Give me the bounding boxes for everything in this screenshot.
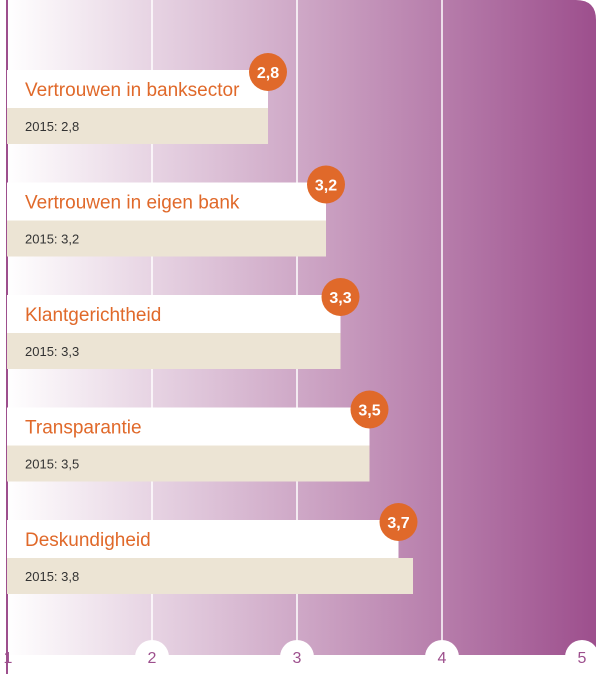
value-badge-label: 3,2 bbox=[315, 178, 337, 195]
value-badge-label: 3,7 bbox=[387, 515, 409, 532]
tick-badge bbox=[425, 640, 459, 674]
category-label: Vertrouwen in eigen bank bbox=[25, 193, 240, 214]
bar-previous bbox=[7, 558, 413, 594]
category-label: Transparantie bbox=[25, 418, 142, 439]
tick-label: 1 bbox=[4, 650, 13, 667]
previous-value-label: 2015: 2,8 bbox=[25, 119, 79, 134]
tick-label: 4 bbox=[438, 650, 447, 667]
bar-previous bbox=[7, 445, 370, 482]
bar-previous bbox=[7, 108, 268, 144]
tick-badge bbox=[135, 640, 169, 674]
bar-current bbox=[7, 70, 268, 108]
tick-label: 5 bbox=[578, 650, 587, 667]
previous-value-label: 2015: 3,8 bbox=[25, 569, 79, 584]
tick-badge bbox=[280, 640, 314, 674]
value-badge-label: 2,8 bbox=[257, 65, 279, 82]
bar-group: Deskundigheid 2015: 3,8 3,7 bbox=[7, 503, 418, 594]
tick-badge bbox=[565, 640, 599, 674]
bar-group: Transparantie 2015: 3,5 3,5 bbox=[7, 390, 389, 482]
category-label: Vertrouwen in banksector bbox=[25, 80, 240, 101]
value-badge bbox=[249, 53, 287, 91]
previous-value-label: 2015: 3,5 bbox=[25, 457, 79, 472]
bar-current bbox=[7, 407, 370, 446]
previous-value-label: 2015: 3,3 bbox=[25, 344, 79, 359]
value-badge bbox=[350, 390, 389, 429]
value-badge-label: 3,3 bbox=[329, 290, 351, 307]
bar-group: Klantgerichtheid 2015: 3,3 3,3 bbox=[7, 278, 360, 369]
value-badge bbox=[321, 278, 360, 316]
tick-label: 3 bbox=[293, 650, 302, 667]
category-label: Klantgerichtheid bbox=[25, 305, 161, 326]
value-badge bbox=[307, 165, 345, 204]
x-axis-ticks: 1 2 3 4 5 bbox=[4, 640, 599, 674]
value-badge-label: 3,5 bbox=[358, 403, 380, 420]
bar-previous bbox=[7, 220, 326, 257]
bar-current bbox=[7, 295, 341, 333]
value-badge bbox=[379, 503, 418, 541]
category-label: Deskundigheid bbox=[25, 530, 151, 551]
bar-group: Vertrouwen in eigen bank 2015: 3,2 3,2 bbox=[7, 165, 345, 257]
bar-current bbox=[7, 520, 399, 558]
bar-previous bbox=[7, 333, 341, 369]
tick-label: 2 bbox=[148, 650, 157, 667]
previous-value-label: 2015: 3,2 bbox=[25, 232, 79, 247]
bar-current bbox=[7, 182, 326, 221]
bar-group: Vertrouwen in banksector 2015: 2,8 2,8 bbox=[7, 53, 287, 144]
